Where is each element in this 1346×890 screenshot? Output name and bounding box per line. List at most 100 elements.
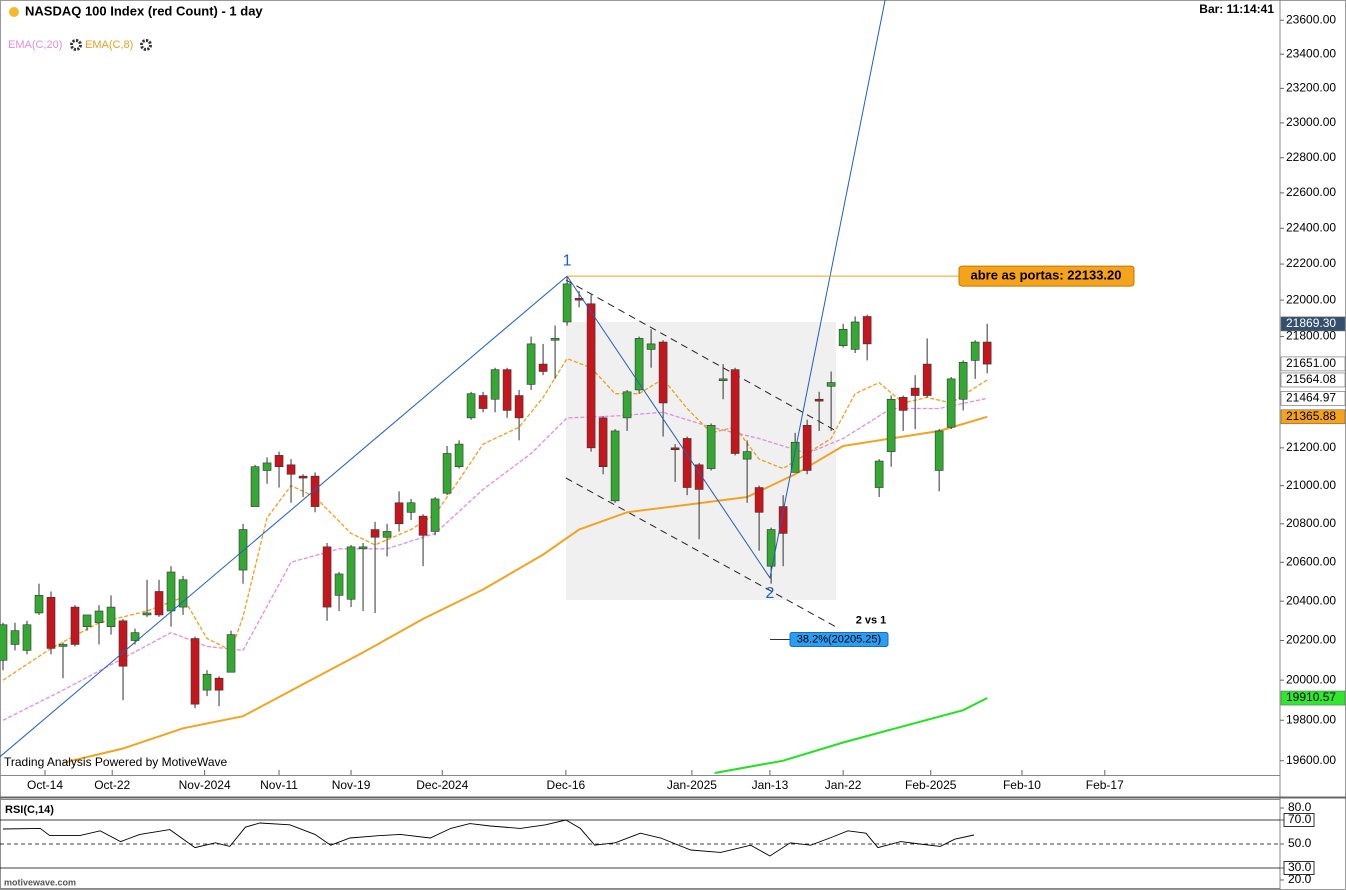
x-tick-label: Nov-19	[332, 778, 371, 792]
price-tag-label: 19910.57	[1286, 690, 1336, 704]
candle-body	[430, 498, 440, 532]
candle-body	[562, 283, 572, 323]
x-tick-label: Feb-17	[1086, 778, 1124, 792]
candle-body	[334, 573, 344, 596]
price-tag	[1280, 409, 1346, 425]
candle-body	[730, 369, 740, 454]
candle-body	[754, 487, 764, 513]
candle-body	[358, 546, 368, 550]
candle-body	[922, 363, 932, 396]
y-tick-label: 21800.00	[1286, 329, 1336, 343]
x-tick-label: Jan-2025	[667, 778, 717, 792]
candle-body	[742, 451, 752, 460]
candle-body	[934, 430, 944, 471]
settings-icon[interactable]	[140, 39, 152, 51]
y-tick-label: 20200.00	[1286, 633, 1336, 647]
price-tag	[1280, 316, 1346, 332]
candle-body	[166, 571, 176, 612]
price-tag-label: 21365.88	[1286, 409, 1336, 423]
wave-label: 1	[563, 252, 572, 269]
candle-body	[118, 620, 128, 667]
x-tick-label: Jan-13	[752, 778, 789, 792]
price-tag-label: 21869.30	[1286, 316, 1336, 330]
chart-title: NASDAQ 100 Index (red Count) - 1 day	[25, 3, 263, 18]
candle-body	[502, 369, 512, 411]
candle-body	[838, 328, 848, 347]
price-tag	[1280, 372, 1346, 388]
y-tick-label: 20400.00	[1286, 593, 1336, 607]
y-tick-label: 21000.00	[1286, 478, 1336, 492]
candle-body	[310, 475, 320, 507]
x-tick-label: Oct-14	[27, 778, 63, 792]
rsi-tick-box	[1283, 813, 1315, 827]
candle-body	[490, 369, 500, 400]
candle-body	[598, 417, 608, 467]
rsi-tick-label: 80.0	[1288, 800, 1312, 814]
candle-body	[10, 630, 20, 645]
y-tick-label: 22600.00	[1286, 185, 1336, 199]
y-tick-label: 23600.00	[1286, 12, 1336, 26]
x-tick-label: Nov-11	[260, 778, 298, 792]
channel-line	[565, 279, 839, 433]
candle-body	[718, 378, 728, 382]
axes: 19600.00 19800.00 20000.00 20200.00 20400.00…	[27, 12, 1346, 886]
candle-body	[814, 398, 824, 402]
indicator-line	[62, 415, 988, 764]
x-tick-label: Dec-16	[547, 778, 586, 792]
price-tag-label: 21651.00	[1286, 356, 1336, 370]
rsi-plot	[0, 819, 1280, 869]
candle-body	[178, 579, 188, 608]
candle-body	[514, 395, 524, 419]
y-tick-label: 22000.00	[1286, 292, 1336, 306]
candle-body	[94, 610, 104, 624]
candle-body	[538, 363, 548, 372]
candle-body	[0, 624, 8, 661]
resistance-label: abre as portas: 22133.20	[970, 268, 1121, 283]
candle-body	[670, 447, 680, 451]
rsi-tick-label: 30.0	[1288, 860, 1312, 874]
candle-body	[634, 338, 644, 391]
watermark: Trading Analysis Powered by MotiveWave	[4, 755, 228, 769]
channel-line	[565, 477, 839, 629]
indicator-line	[2, 357, 988, 681]
wave-line	[0, 0, 886, 758]
price-tag-label: 21564.08	[1286, 372, 1336, 386]
rsi-title: RSI(C,14)	[5, 804, 54, 816]
plot	[0, 0, 992, 774]
x-tick-label: Jan-22	[825, 778, 862, 792]
candle-body	[346, 546, 356, 600]
candle-body	[658, 341, 668, 404]
candle-body	[106, 606, 116, 628]
candle-body	[526, 343, 536, 385]
candle-body	[130, 632, 140, 641]
candle-body	[478, 395, 488, 409]
candle-body	[910, 387, 920, 396]
fib-label: 38.2%(20205.25)	[797, 633, 881, 645]
rsi-line	[2, 819, 975, 857]
candle-body	[394, 502, 404, 525]
settings-icon[interactable]	[70, 39, 82, 51]
candle-body	[682, 438, 692, 488]
price-tag	[1280, 391, 1346, 406]
legend-entry: EMA(C,20)	[8, 39, 62, 51]
candle-body	[970, 341, 980, 361]
candle-body	[550, 338, 560, 341]
candle-body	[190, 638, 200, 705]
rsi-tick-label: 70.0	[1288, 812, 1312, 826]
y-tick-label: 19800.00	[1286, 712, 1336, 726]
y-tick-label: 20800.00	[1286, 516, 1336, 530]
candle-body	[238, 529, 248, 571]
indicator-line	[714, 697, 988, 774]
candle-body	[958, 361, 968, 400]
y-tick-label: 19600.00	[1286, 753, 1336, 767]
fib-tag	[789, 631, 889, 647]
x-tick-label: Feb-2025	[905, 778, 957, 792]
candle-body	[22, 624, 32, 651]
rsi-tick-box	[1283, 861, 1315, 875]
candle-body	[874, 460, 884, 488]
candle-body	[622, 391, 632, 419]
candle-body	[46, 597, 56, 649]
x-tick-label: Dec-2024	[416, 778, 468, 792]
y-tick-label: 23200.00	[1286, 81, 1336, 95]
